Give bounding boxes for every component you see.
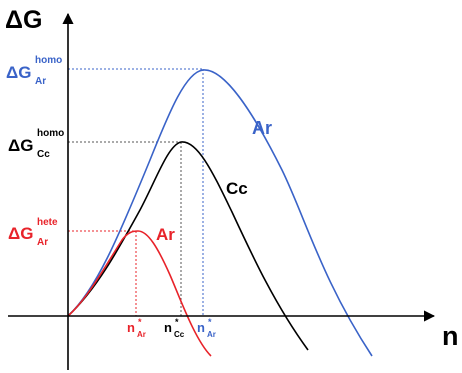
svg-text:homo: homo xyxy=(35,55,62,66)
svg-text:*: * xyxy=(208,317,212,327)
label-delta-g-ar-homo: ΔG homo Ar xyxy=(6,55,62,87)
svg-text:ΔG: ΔG xyxy=(8,224,33,243)
label-delta-g-ar-hete: ΔG hete Ar xyxy=(8,217,58,248)
x-axis-label: n xyxy=(442,321,459,351)
svg-text:*: * xyxy=(138,317,142,327)
svg-text:ΔG: ΔG xyxy=(6,63,31,82)
svg-text:Ar: Ar xyxy=(35,76,46,87)
curve-ar-homogeneous xyxy=(67,69,373,357)
curve-label-ar-hete: Ar xyxy=(156,225,175,244)
svg-text:ΔG: ΔG xyxy=(8,136,33,155)
svg-text:Ar: Ar xyxy=(207,330,216,339)
curve-label-cc-homo: Cc xyxy=(226,179,248,198)
y-axis-label: ΔG xyxy=(5,6,42,34)
label-delta-g-cc-homo: ΔG homo Cc xyxy=(8,128,64,160)
svg-text:Cc: Cc xyxy=(174,330,185,339)
svg-text:homo: homo xyxy=(37,128,64,139)
svg-text:Ar: Ar xyxy=(137,330,146,339)
svg-text:Ar: Ar xyxy=(37,237,48,248)
svg-text:n: n xyxy=(127,320,135,335)
label-n-star-ar-homo: n * Ar xyxy=(197,317,216,339)
svg-text:*: * xyxy=(175,317,179,327)
svg-text:n: n xyxy=(197,320,205,335)
svg-text:hete: hete xyxy=(37,217,58,228)
curve-label-ar-homo: Ar xyxy=(252,118,272,138)
label-n-star-cc: n * Cc xyxy=(164,317,185,339)
curve-ar-heterogeneous xyxy=(67,230,212,357)
svg-text:Cc: Cc xyxy=(37,149,50,160)
curve-cc-homogeneous xyxy=(67,141,309,351)
label-n-star-ar-hete: n * Ar xyxy=(127,317,146,339)
svg-text:n: n xyxy=(164,320,172,335)
